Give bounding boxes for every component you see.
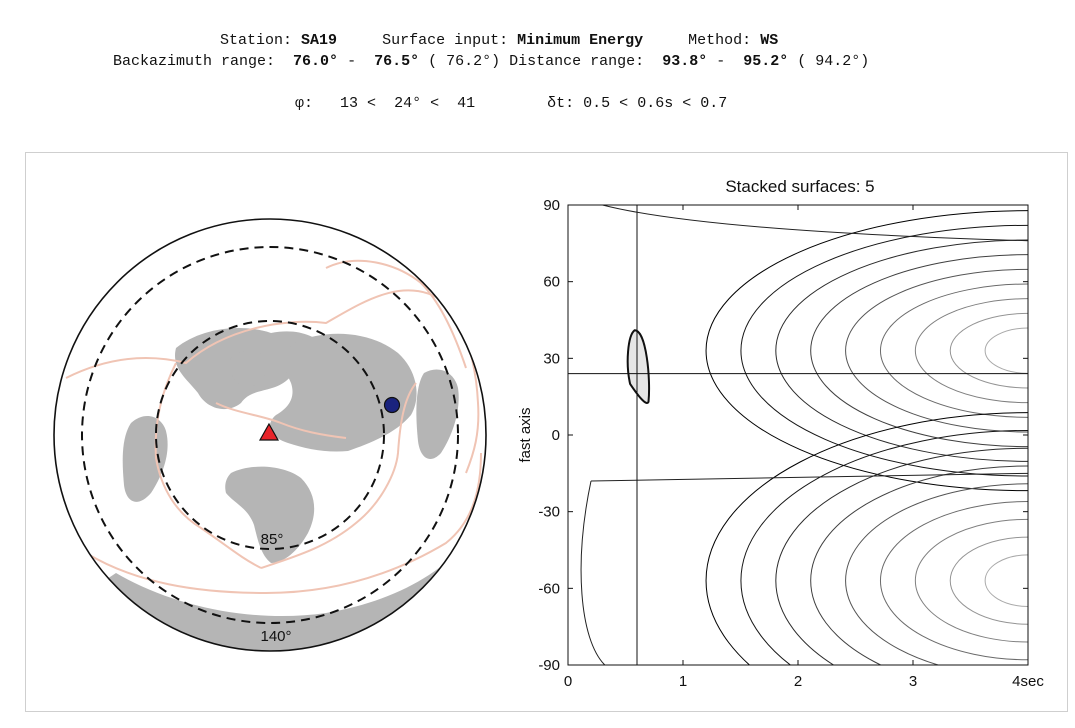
baz-min: 76.0° [293,53,339,70]
header-line-1: Station: SA19 Surface input: Minimum Ene… [220,32,1075,49]
plate-boundary-3 [154,362,262,569]
ring-label-outer: 140° [260,628,291,645]
baz-label: Backazimuth range: [113,53,276,70]
contour-envelope-mid [590,472,1028,482]
contour-lines [580,205,1028,665]
x-tick-label-4: 4sec [1012,673,1044,690]
contour-level-2-4 [810,465,1028,665]
contour-level-2-3 [775,447,1028,665]
confidence-region-group [626,329,651,404]
confidence-region [626,329,651,404]
surface-label: Surface input: [382,32,509,49]
plate-boundary-5 [85,452,482,595]
contour-level-1-6 [880,283,1028,418]
dt-label: δt: [547,95,575,112]
phi-best: 24° [394,95,422,112]
contour-level-1-3 [775,239,1028,462]
contour-level-1-7 [914,298,1028,404]
contour-level-2-1 [705,412,1028,665]
chart-axes [567,204,1029,666]
x-tick-labels: 0 1 2 3 4sec [564,673,1045,690]
landmass-greenland [229,350,268,388]
dist-max: 95.2° [743,53,789,70]
dist-label: Distance range: [509,53,645,70]
contour-level-2-6 [880,501,1028,661]
phi-max: 41 [457,95,476,112]
contour-level-1-4 [810,254,1028,448]
plate-boundary-6 [215,402,347,439]
header-line-3: φ: 13 < 24° < 41 δt: 0.5 < 0.6s < 0.7 [295,95,728,112]
y-tick-labels: -90 -60 -30 0 30 60 90 [538,197,560,674]
y-tick-label-6: 90 [543,197,560,214]
x-tick-label-3: 3 [909,673,917,690]
contour-level-1-5 [845,268,1028,433]
baz-max: 76.5° [374,53,420,70]
y-tick-label-0: -90 [538,657,560,674]
y-tick-label-1: -60 [538,580,560,597]
landmass-africa [225,466,315,563]
phi-label: φ: [295,95,314,112]
y-axis-label: fast axis [517,407,534,462]
dt-best: 0.6s [637,95,674,112]
baz-mid: ( 76.2°) [428,53,501,70]
contour-clip-group [580,205,1028,665]
ring-85-circle [155,320,385,550]
best-fit-crosshair [568,205,1028,665]
contour-level-1-2 [740,224,1028,477]
landmass-australia [416,369,459,460]
contour-level-2-5 [845,483,1028,665]
landmass-antarctica [86,543,486,651]
ring-140-circle [81,246,459,624]
x-tick-label-2: 2 [794,673,802,690]
ring-label-inner: 85° [261,531,284,548]
y-tick-label-2: -30 [538,504,560,521]
phi-min: 13 [340,95,359,112]
station-triangle-marker [258,422,280,441]
plate-boundary-2 [325,259,467,369]
x-tick-label-0: 0 [564,673,572,690]
contour-chart: Stacked surfaces: 5 fast axis 0 1 2 3 4sec -… [517,177,1045,690]
surface-value: Minimum Energy [517,32,644,49]
contour-level-1-9 [984,327,1028,374]
y-tick-label-4: 30 [543,350,560,367]
figure-svg: 85° 140° Stacked surfaces: 5 fast axis 0… [53,177,1045,690]
chart-title: Stacked surfaces: 5 [725,177,874,196]
dt-max: 0.7 [700,95,728,112]
y-tick-label-5: 60 [543,274,560,291]
plate-boundary-4 [260,382,417,569]
contour-envelope-left [580,480,606,665]
contour-envelope-top [602,205,1028,242]
dist-min: 93.8° [662,53,708,70]
x-tick-label-1: 1 [679,673,687,690]
contour-level-2-2 [740,429,1028,665]
plate-boundary-1 [65,289,447,379]
landmass-south-america [122,416,168,502]
contour-level-2-8 [949,536,1028,625]
event-circle-marker [383,396,401,414]
y-tick-label-3: 0 [552,427,560,444]
contour-level-1-1 [705,210,1028,492]
contour-level-2-7 [914,518,1028,643]
station-label: Station: [220,32,293,49]
method-value: WS [760,32,779,49]
contour-level-1-8 [949,312,1028,389]
dt-min: 0.5 [583,95,611,112]
contour-level-2-9 [984,554,1028,607]
method-label: Method: [688,32,752,49]
dist-mid: ( 94.2°) [797,53,870,70]
globe-outline [53,218,487,652]
header-line-2: Backazimuth range: 76.0° - 76.5° ( 76.2°… [113,53,870,70]
figure-panel: 85° 140° Stacked surfaces: 5 fast axis 0… [25,152,1068,712]
station-value: SA19 [301,32,338,49]
landmass-eurasia [269,333,417,452]
